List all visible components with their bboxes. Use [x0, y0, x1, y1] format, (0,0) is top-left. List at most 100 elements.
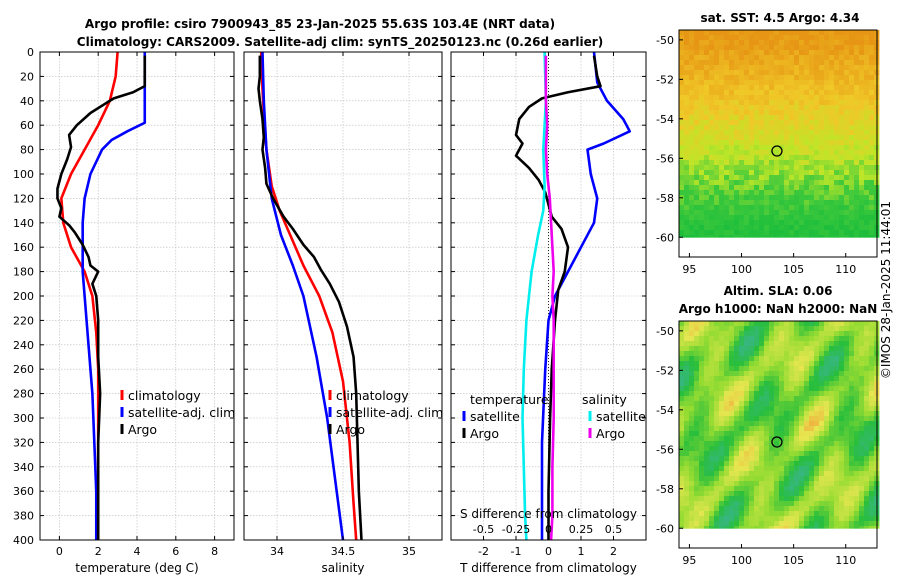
map-pixel: [784, 120, 790, 126]
series-line-t-satellite: [540, 51, 632, 540]
map-pixel: [859, 456, 865, 462]
map-pixel: [774, 351, 780, 357]
map-pixel: [809, 326, 815, 332]
map-pixel: [794, 230, 800, 236]
map-pixel: [834, 150, 840, 156]
map-pixel: [799, 95, 805, 101]
map-pixel: [789, 40, 795, 46]
map-pixel: [694, 411, 700, 417]
map-pixel: [854, 45, 860, 51]
map-pixel: [834, 95, 840, 101]
map-pixel: [829, 45, 835, 51]
map-pixel: [844, 185, 850, 191]
map-pixel: [839, 200, 845, 206]
map-pixel: [739, 190, 745, 196]
map-pixel: [844, 486, 850, 492]
map-pixel: [789, 200, 795, 206]
map-pixel: [799, 486, 805, 492]
map-pixel: [709, 170, 715, 176]
map-pixel: [799, 110, 805, 116]
map-pixel: [859, 346, 865, 352]
map-pixel: [859, 30, 865, 36]
map-pixel: [869, 451, 875, 457]
map-pixel: [829, 110, 835, 116]
map-pixel: [684, 235, 690, 238]
map-pixel: [854, 351, 860, 357]
map-pixel: [769, 125, 775, 131]
map-pixel: [849, 70, 855, 76]
map-pixel: [799, 125, 805, 131]
map-pixel: [689, 195, 695, 201]
map-pixel: [844, 230, 850, 236]
map-pixel: [729, 200, 735, 206]
map-pixel: [814, 381, 820, 387]
map-pixel: [774, 521, 780, 527]
map-pixel: [704, 526, 710, 529]
map-pixel: [784, 180, 790, 186]
map-pixel: [744, 145, 750, 151]
map-pixel: [679, 426, 685, 432]
map-pixel: [859, 321, 865, 327]
map-pixel: [809, 361, 815, 367]
map-pixel: [764, 511, 770, 517]
map-pixel: [859, 155, 865, 161]
difference-panel: -2 -1 0 1 2T difference from climatologytemp…: [450, 51, 647, 575]
map-pixel: [774, 70, 780, 76]
map-pixel: [749, 331, 755, 337]
map-pixel: [794, 155, 800, 161]
map-pixel: [844, 195, 850, 201]
map-pixel: [794, 521, 800, 527]
map-pixel: [699, 426, 705, 432]
legend-label: climatology: [128, 388, 201, 403]
map-pixel: [804, 190, 810, 196]
map-pixel: [719, 321, 725, 327]
map-pixel: [869, 391, 875, 397]
map-pixel: [809, 225, 815, 231]
map-pixel: [764, 526, 770, 529]
map-pixel: [829, 346, 835, 352]
map-pixel: [709, 491, 715, 497]
map-pixel: [729, 85, 735, 91]
map-pixel: [729, 441, 735, 447]
map-pixel: [694, 170, 700, 176]
map-pixel: [714, 481, 720, 487]
map-pixel: [859, 371, 865, 377]
map-pixel: [734, 356, 740, 362]
map-pixel: [869, 165, 875, 171]
map-pixel: [734, 195, 740, 201]
map-pixel: [769, 321, 775, 327]
map-pixel: [814, 461, 820, 467]
map-pixel: [714, 200, 720, 206]
map-pixel: [704, 35, 710, 41]
map-pixel: [854, 451, 860, 457]
map-pixel: [754, 456, 760, 462]
map-pixel: [839, 411, 845, 417]
map-pixel: [854, 401, 860, 407]
map-pixel: [759, 90, 765, 96]
map-pixel: [809, 140, 815, 146]
map-pixel: [844, 160, 850, 166]
map-pixel: [789, 451, 795, 457]
map-pixel: [849, 30, 855, 36]
map-pixel: [749, 526, 755, 529]
map-pixel: [779, 431, 785, 437]
map-pixel: [864, 346, 870, 352]
map-pixel: [839, 526, 845, 529]
map-pixel: [699, 160, 705, 166]
map-pixel: [814, 85, 820, 91]
map-pixel: [839, 230, 845, 236]
map-pixel: [724, 75, 730, 81]
map-pixel: [759, 376, 765, 382]
map-pixel: [749, 140, 755, 146]
map-pixel: [819, 416, 825, 422]
map-pixel: [759, 180, 765, 186]
map-pixel: [764, 371, 770, 377]
map-pixel: [709, 361, 715, 367]
map-pixel: [719, 416, 725, 422]
map-pixel: [684, 506, 690, 512]
map-pixel: [869, 120, 875, 126]
map-pixel: [844, 381, 850, 387]
map-pixel: [864, 406, 870, 412]
map-pixel: [734, 130, 740, 136]
map-pixel: [679, 456, 685, 462]
